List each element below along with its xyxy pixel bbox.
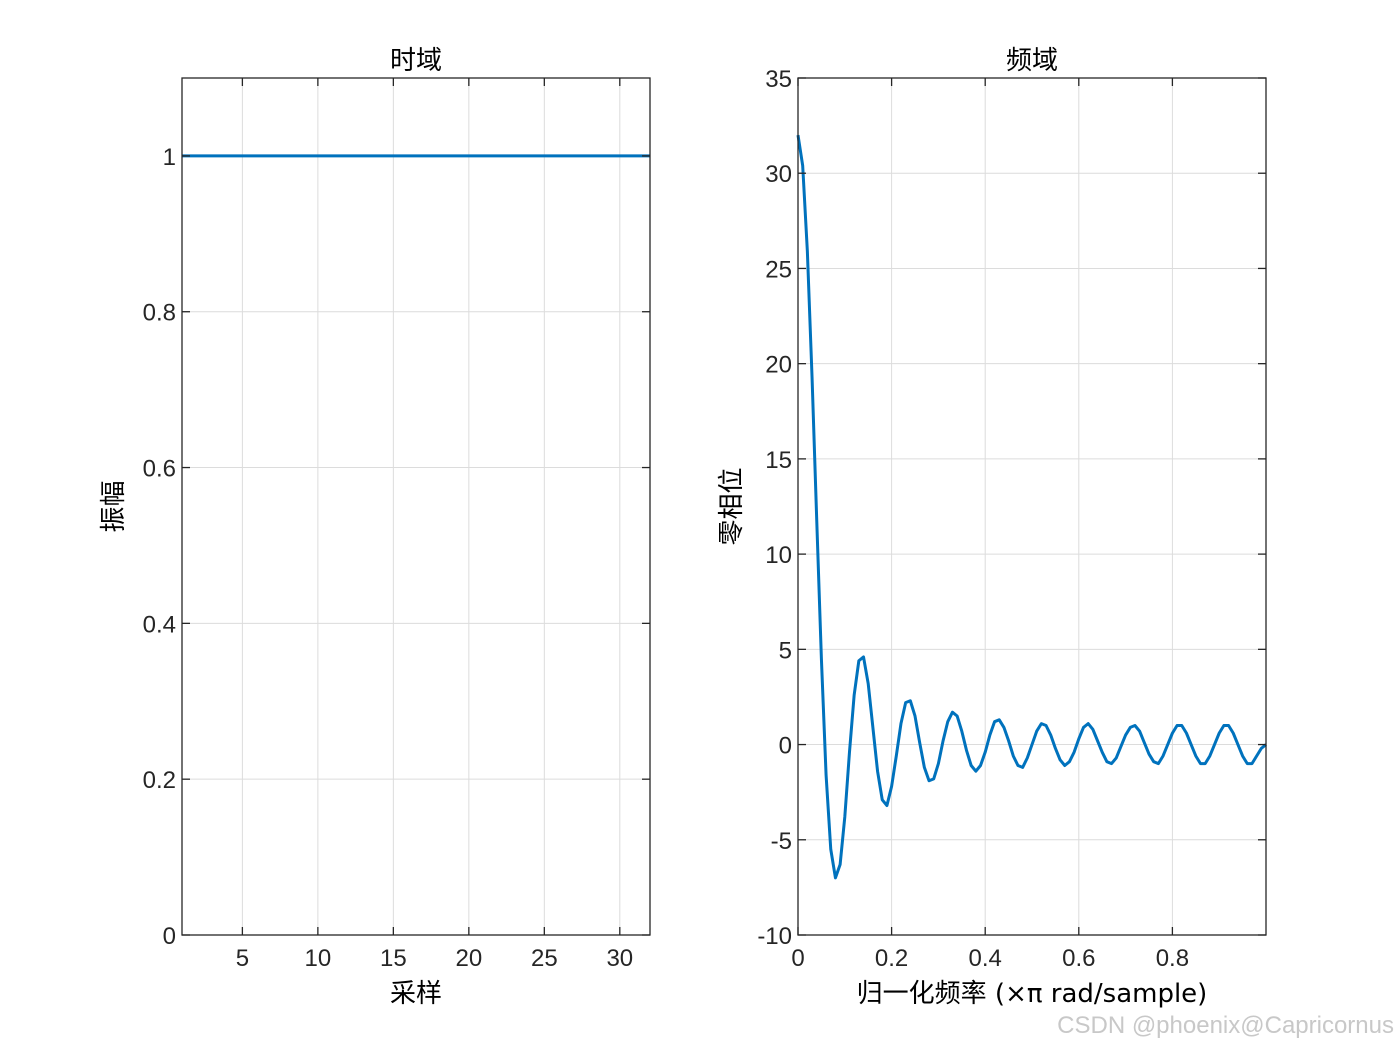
freq-domain-ytick-label: 35: [765, 66, 792, 93]
time-domain-ytick-label: 0.6: [143, 456, 176, 483]
freq-domain-xtick-label: 0.8: [1156, 945, 1189, 972]
freq-domain-xtick-label: 0.4: [969, 945, 1002, 972]
time-domain-ytick-label: 1: [163, 144, 176, 171]
time-domain-xtick-label: 20: [455, 945, 482, 972]
freq-domain-ylabel: 零相位: [717, 467, 747, 545]
time-domain-ytick-label: 0.2: [143, 767, 176, 794]
freq-domain-ytick-label: 10: [765, 542, 792, 569]
freq-domain-ytick-label: 5: [779, 637, 792, 664]
freq-domain-xtick-label: 0: [791, 945, 804, 972]
time-domain-axes-box: [181, 77, 651, 936]
freq-domain-ytick-label: -10: [757, 923, 792, 950]
freq-domain-xtick-label: 0.2: [875, 945, 908, 972]
freq-domain-axes-box: [797, 77, 1267, 936]
time-domain-xtick-label: 10: [305, 945, 332, 972]
time-domain-xtick-label: 30: [606, 945, 633, 972]
freq-domain-xtick-label: 0.6: [1062, 945, 1095, 972]
watermark-text: CSDN @phoenix@Capricornus: [1057, 1012, 1394, 1039]
time-domain-xlabel: 采样: [390, 979, 442, 1009]
freq-domain-title: 频域: [1006, 46, 1058, 76]
time-domain-xtick-label: 15: [380, 945, 407, 972]
freq-domain-ytick-label: 20: [765, 352, 792, 379]
freq-domain-ytick-label: -5: [771, 828, 792, 855]
time-domain-ytick-label: 0.4: [143, 611, 176, 638]
freq-domain-ytick-label: 25: [765, 256, 792, 283]
time-domain-xtick-label: 25: [531, 945, 558, 972]
freq-domain-series-line-0: [796, 134, 1267, 880]
time-domain-ylabel: 振幅: [99, 480, 129, 532]
freq-domain-xlabel: 归一化频率 (×π rad/sample): [857, 979, 1208, 1009]
freq-domain-ytick-label: 15: [765, 447, 792, 474]
freq-domain-ytick-label: 30: [765, 161, 792, 188]
time-domain-ytick-label: 0: [163, 923, 176, 950]
time-domain-ytick-label: 0.8: [143, 300, 176, 327]
time-domain-title: 时域: [390, 46, 442, 76]
time-domain-xtick-label: 5: [236, 945, 249, 972]
freq-domain-axes: 0 0.2 0.4 0.6 0.8 -10 -5 0 5 10 15 20 25 30 35 频域归一化频率 …: [717, 46, 1267, 1009]
freq-domain-ytick-label: 0: [779, 733, 792, 760]
